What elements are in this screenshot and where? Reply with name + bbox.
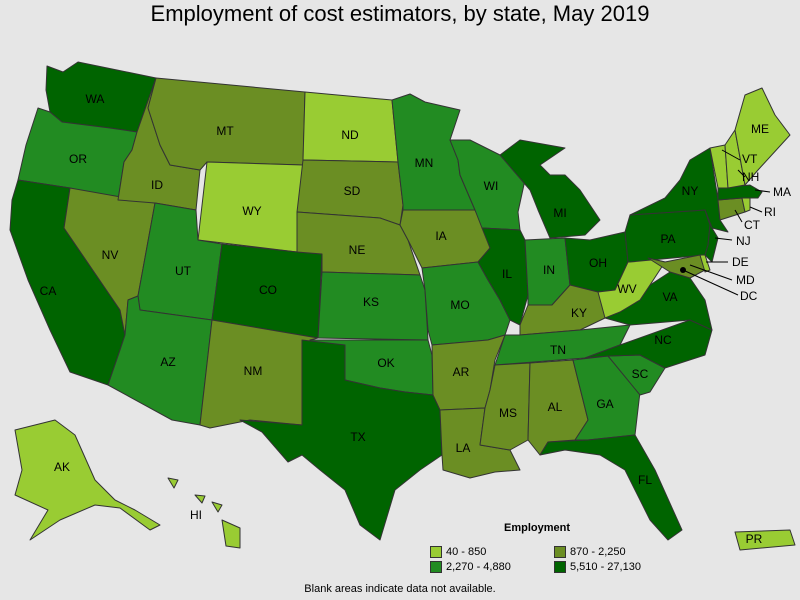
legend-swatch-1 [430, 546, 442, 558]
state-DE[interactable] [699, 254, 711, 273]
legend-item-3: 2,270 - 4,880 [430, 561, 511, 573]
legend-label-1: 40 - 850 [446, 546, 487, 558]
state-FL[interactable] [539, 434, 683, 541]
state-label-MA: MA [773, 185, 791, 199]
leader-DC [682, 269, 739, 296]
state-WV[interactable] [597, 257, 666, 319]
state-MT[interactable] [147, 77, 306, 171]
map-title: Employment of cost estimators, by state,… [150, 1, 650, 26]
legend-label-4: 5,510 - 27,130 [570, 561, 641, 573]
state-AK[interactable] [14, 419, 161, 541]
state-label-HI: HI [190, 508, 202, 522]
state-MI[interactable] [499, 139, 601, 239]
leader-RI [749, 206, 763, 213]
state-KS[interactable] [317, 271, 429, 341]
leader-NH [737, 169, 746, 178]
leader-NJ [714, 237, 733, 241]
state-NC[interactable] [584, 319, 713, 369]
legend-label-3: 2,270 - 4,880 [446, 561, 511, 573]
leader-MA [754, 189, 771, 193]
legend-label-2: 870 - 2,250 [570, 546, 626, 558]
state-ND[interactable] [302, 91, 399, 163]
legend-item-1: 40 - 850 [430, 546, 486, 558]
state-NJ[interactable] [704, 209, 719, 263]
state-TX[interactable] [239, 339, 443, 541]
state-label-CT: CT [744, 218, 761, 232]
footnote: Blank areas indicate data not available. [304, 583, 496, 595]
state-WA[interactable] [45, 61, 157, 133]
legend-swatch-2 [554, 546, 566, 558]
legend-item-2: 870 - 2,250 [554, 546, 626, 558]
leader-CT [734, 209, 743, 223]
state-HI[interactable] [167, 477, 241, 549]
state-label-MD: MD [736, 273, 755, 287]
leader-MD [689, 264, 733, 281]
legend-item-4: 5,510 - 27,130 [554, 561, 641, 573]
state-CT[interactable] [717, 197, 746, 221]
state-MA[interactable] [717, 184, 763, 201]
leader-VT [721, 149, 741, 161]
state-label-RI: RI [764, 205, 776, 219]
state-PA[interactable] [624, 209, 711, 263]
state-NM[interactable] [199, 319, 319, 429]
legend: Employment 40 - 850 870 - 2,250 2,270 - … [430, 520, 730, 580]
state-label-DE: DE [732, 255, 749, 269]
state-ME[interactable] [734, 87, 791, 186]
legend-swatch-4 [554, 561, 566, 573]
state-label-NJ: NJ [736, 234, 751, 248]
legend-swatch-3 [430, 561, 442, 573]
legend-title: Employment [504, 522, 571, 534]
state-WY[interactable] [197, 161, 304, 253]
state-label-DC: DC [740, 289, 758, 303]
state-CO[interactable] [211, 243, 323, 339]
state-IL[interactable] [477, 227, 529, 326]
state-PR[interactable] [734, 529, 796, 551]
